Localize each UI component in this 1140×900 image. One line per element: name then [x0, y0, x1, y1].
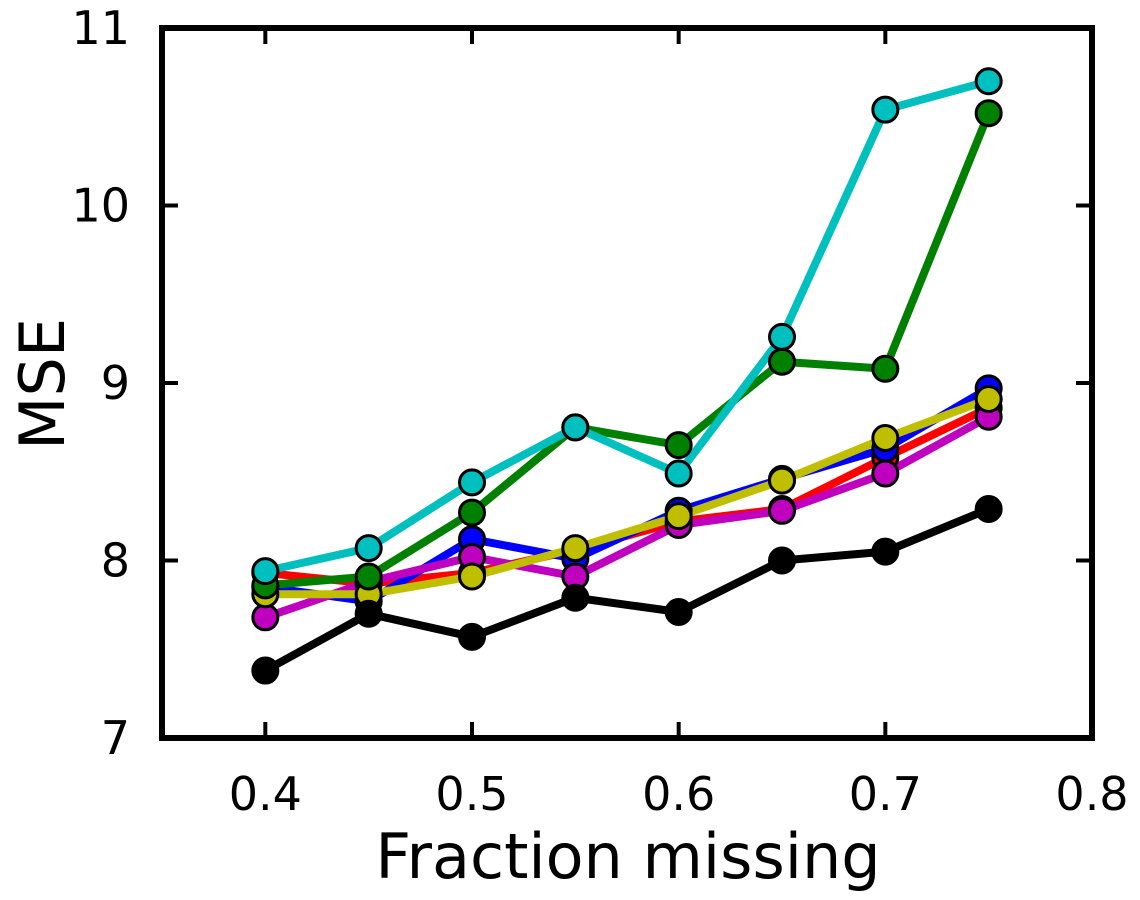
y-tick-label: 7 [101, 711, 130, 765]
series-3-point [871, 424, 900, 453]
x-tick-label: 0.5 [435, 767, 508, 821]
x-axis-label: Fraction missing [375, 820, 880, 893]
x-tick-label: 0.6 [642, 767, 715, 821]
series-line-3 [265, 395, 991, 599]
series-5-point [354, 562, 383, 591]
tick-layer: 0.4 0.5 0.6 0.7 0.8 7 8 9 10 11 [71, 1, 1128, 821]
series-6-point [768, 322, 796, 351]
y-tick-label: 8 [101, 534, 130, 588]
series-6-point [251, 557, 280, 586]
series-4-point [664, 597, 693, 626]
series-4-point [561, 583, 590, 612]
series-4-point [458, 622, 486, 651]
series-6-point [871, 95, 900, 124]
x-tick-label: 0.8 [1055, 767, 1128, 821]
series-line-4 [263, 505, 991, 675]
series-4-point [974, 495, 1003, 524]
series-4-point [768, 546, 796, 575]
series-5-point [664, 431, 693, 460]
series-2-point [251, 603, 280, 632]
series-4-point [354, 599, 383, 628]
x-tick-label: 0.7 [849, 767, 922, 821]
y-tick-label: 11 [71, 1, 130, 55]
series-6-point [974, 67, 1003, 96]
series-4-point [871, 537, 900, 566]
series-line-5 [264, 111, 993, 590]
series-6-point [458, 468, 486, 497]
series-6-point [664, 459, 693, 488]
series-2-point [871, 459, 900, 488]
series-5-point [974, 99, 1003, 128]
series-5-point [871, 354, 900, 383]
x-tick-label: 0.4 [229, 767, 302, 821]
y-tick-label: 9 [101, 356, 130, 410]
axes-layer [159, 25, 1095, 741]
series-3-point [664, 502, 693, 531]
plot-frame [159, 25, 1095, 741]
series-layer [251, 67, 1003, 685]
series-3-point [768, 466, 796, 495]
series-6-point [561, 413, 590, 442]
series-6-point [354, 534, 383, 563]
series-4-point [251, 656, 280, 685]
series-2-point [768, 496, 796, 525]
y-axis-label: MSE [6, 318, 79, 450]
series-5-point [458, 498, 486, 527]
series-line-6 [264, 77, 990, 576]
series-3-point [458, 562, 486, 591]
series-5-point [768, 347, 796, 376]
series-line-2 [264, 413, 991, 622]
y-tick-label: 10 [71, 179, 130, 233]
series-3-point [974, 384, 1003, 413]
series-3-point [561, 534, 590, 563]
